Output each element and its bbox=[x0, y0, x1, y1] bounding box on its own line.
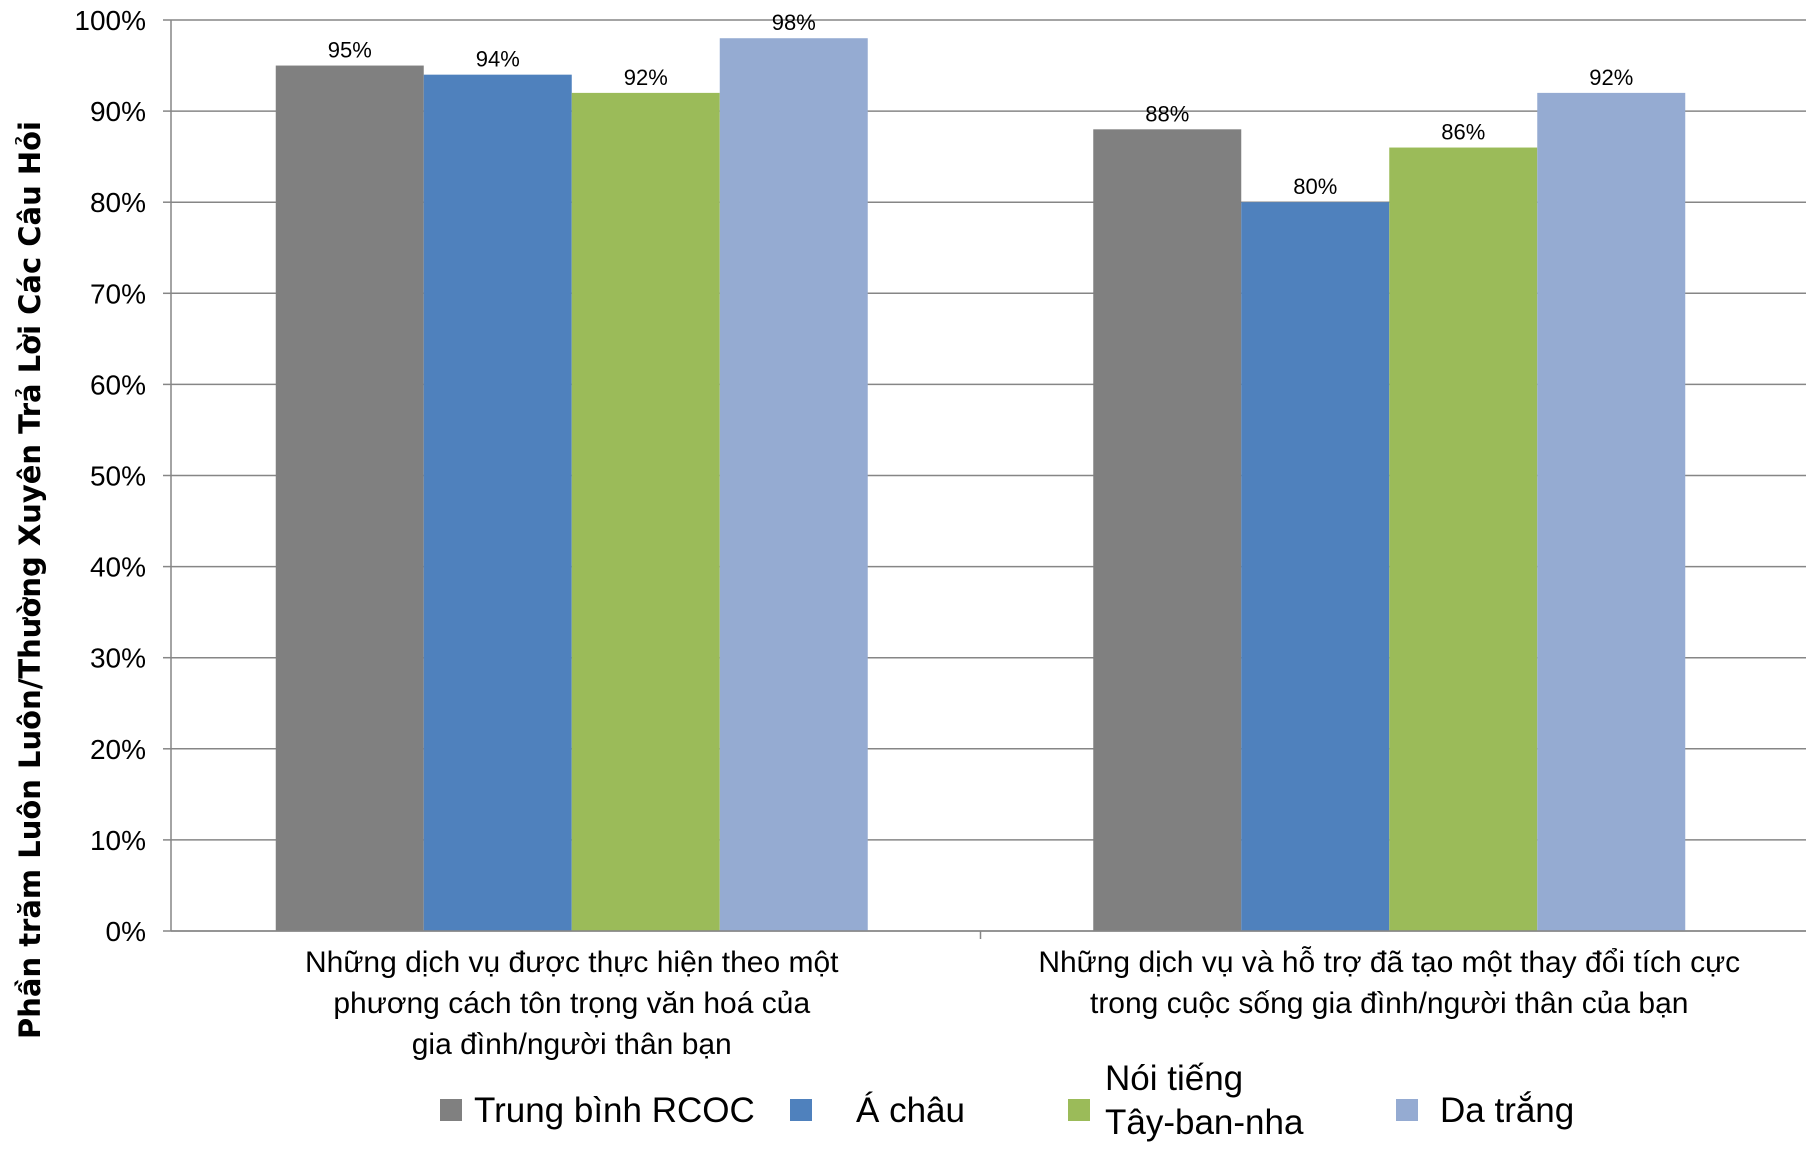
category-label: trong cuộc sống gia đình/người thân của … bbox=[1090, 987, 1689, 1020]
bar bbox=[1537, 92, 1686, 931]
bar bbox=[571, 92, 720, 931]
data-label: 95% bbox=[328, 38, 372, 63]
y-axis-ticks: 0% 10% 20% 30% 40% 50% 60% 70% 80% 90% 100% bbox=[74, 5, 146, 947]
bar bbox=[1093, 129, 1242, 931]
y-tick-label: 30% bbox=[90, 643, 146, 674]
y-tick-label: 0% bbox=[106, 916, 146, 947]
data-label: 80% bbox=[1293, 174, 1337, 199]
legend: Trung bình RCOC Á châu Nói tiếng Tây-ban-nh… bbox=[440, 1059, 1574, 1142]
axes bbox=[170, 20, 1806, 939]
bar bbox=[423, 74, 572, 931]
bar bbox=[1241, 202, 1390, 931]
y-tick-label: 90% bbox=[90, 96, 146, 127]
y-tick-label: 100% bbox=[74, 5, 146, 36]
legend-label: Á châu bbox=[856, 1091, 965, 1130]
legend-label: Trung bình RCOC bbox=[474, 1091, 755, 1130]
category-label: Những dịch vụ và hỗ trợ đã tạo một thay … bbox=[1038, 946, 1740, 979]
y-tick-label: 40% bbox=[90, 552, 146, 583]
category-label: phương cách tôn trọng văn hoá của bbox=[333, 987, 810, 1020]
bar bbox=[719, 38, 868, 932]
legend-label: Nói tiếng bbox=[1105, 1059, 1243, 1098]
data-label: 88% bbox=[1145, 101, 1189, 126]
data-label: 86% bbox=[1441, 120, 1485, 145]
legend-swatch bbox=[440, 1099, 462, 1121]
y-tick-label: 70% bbox=[90, 278, 146, 309]
data-labels: 95% 94% 92% 98% 88% 80% 86% 92% bbox=[328, 10, 1634, 199]
y-axis-label: Phần trăm Luôn Luôn/Thường Xuyên Trả Lời… bbox=[13, 121, 47, 1039]
data-label: 92% bbox=[624, 65, 668, 90]
category-label: Những dịch vụ được thực hiện theo một bbox=[305, 946, 839, 979]
y-tick-label: 10% bbox=[90, 825, 146, 856]
legend-label: Da trắng bbox=[1440, 1091, 1574, 1130]
legend-swatch bbox=[1396, 1099, 1418, 1121]
data-label: 94% bbox=[476, 47, 520, 72]
bar bbox=[1389, 147, 1538, 932]
y-tick-label: 20% bbox=[90, 734, 146, 765]
y-tick-label: 50% bbox=[90, 461, 146, 492]
category-label: gia đình/người thân bạn bbox=[412, 1028, 732, 1061]
data-label: 98% bbox=[772, 10, 816, 35]
legend-swatch bbox=[790, 1099, 812, 1121]
x-axis-categories: Những dịch vụ được thực hiện theo một phư… bbox=[305, 946, 1740, 1061]
y-tick-label: 80% bbox=[90, 187, 146, 218]
legend-label: Tây-ban-nha bbox=[1105, 1103, 1304, 1142]
bars bbox=[275, 38, 1686, 932]
legend-swatch bbox=[1068, 1099, 1090, 1121]
bar bbox=[275, 65, 424, 932]
data-label: 92% bbox=[1589, 65, 1633, 90]
y-tick-label: 60% bbox=[90, 369, 146, 400]
